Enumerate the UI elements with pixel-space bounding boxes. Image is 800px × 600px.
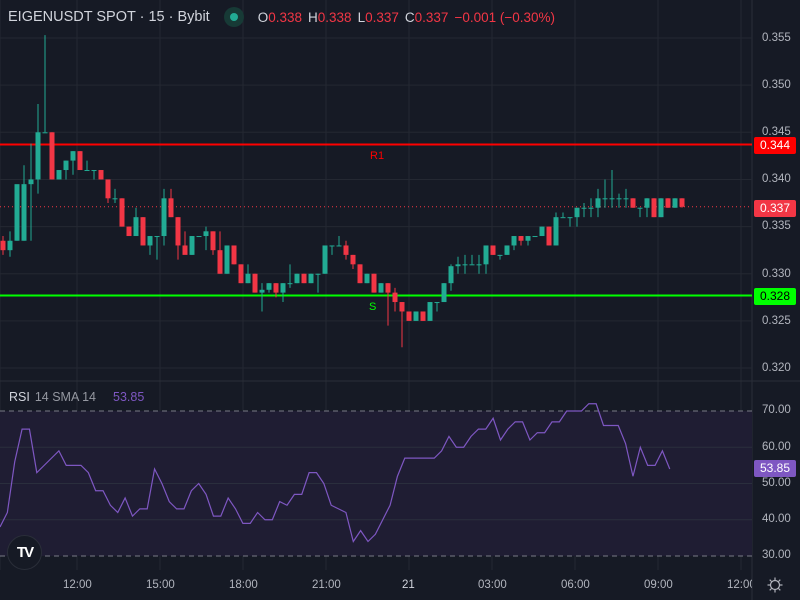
time-axis-label: 12:00	[727, 579, 752, 591]
ohlc-high-value: 0.338	[317, 9, 352, 25]
time-axis-label: 06:00	[561, 579, 590, 591]
price-axis-label: 0.345	[762, 126, 791, 138]
symbol-title[interactable]: EIGENUSDT SPOT · 15 · Bybit	[8, 9, 210, 25]
ohlc-close-value: 0.337	[414, 9, 449, 25]
rsi-name[interactable]: RSI	[9, 390, 30, 404]
price-axis-label: 0.335	[762, 220, 791, 232]
rsi-value-tag: 53.85	[754, 460, 796, 477]
rsi-axis-label: 50.00	[762, 477, 791, 489]
time-axis-label: 18:00	[229, 579, 258, 591]
ohlc-open-value: 0.338	[268, 9, 303, 25]
rsi-axis-label: 30.00	[762, 549, 791, 561]
price-axis-label: 0.330	[762, 268, 791, 280]
ohlc-close-key: C	[404, 9, 415, 25]
rsi-axis-label: 60.00	[762, 441, 791, 453]
tradingview-logo-icon[interactable]: TV	[7, 535, 42, 570]
time-axis-label: 15:00	[146, 579, 175, 591]
price-axis-label: 0.355	[762, 32, 791, 44]
price-change: −0.001 (−0.30%)	[454, 9, 556, 25]
time-axis-label: 09:00	[644, 579, 673, 591]
settings-gear-icon[interactable]	[767, 577, 783, 593]
rsi-legend: RSI 14 SMA 14 53.85	[9, 390, 144, 404]
time-axis-label: 21:00	[312, 579, 341, 591]
svg-text:R1: R1	[370, 150, 384, 162]
rsi-value: 53.85	[113, 390, 145, 404]
time-axis-label: 03:00	[478, 579, 507, 591]
time-axis-label: 12:00	[63, 579, 92, 591]
time-axis-label: 21	[402, 579, 415, 591]
rsi-axis-label: 70.00	[762, 404, 791, 416]
market-status-icon	[223, 7, 244, 27]
price-axis-label: 0.320	[762, 362, 791, 374]
rsi-params: 14 SMA 14	[34, 390, 96, 404]
resistance-price-tag: 0.344	[754, 137, 796, 154]
ohlc-low-value: 0.337	[365, 9, 399, 25]
price-axis-label: 0.325	[762, 315, 791, 327]
support-price-tag: 0.328	[754, 288, 796, 305]
svg-text:S: S	[369, 301, 376, 313]
symbol-legend: EIGENUSDT SPOT · 15 · Bybit O 0.338 H 0.33…	[8, 7, 561, 27]
last-price-tag: 0.337	[754, 200, 796, 217]
ohlc-open-key: O	[257, 9, 269, 25]
rsi-axis-label: 40.00	[762, 513, 791, 525]
price-axis-label: 0.340	[762, 173, 791, 185]
price-axis-label: 0.350	[762, 79, 791, 91]
ohlc-high-key: H	[308, 9, 318, 25]
ohlc-low-key: L	[357, 9, 366, 25]
